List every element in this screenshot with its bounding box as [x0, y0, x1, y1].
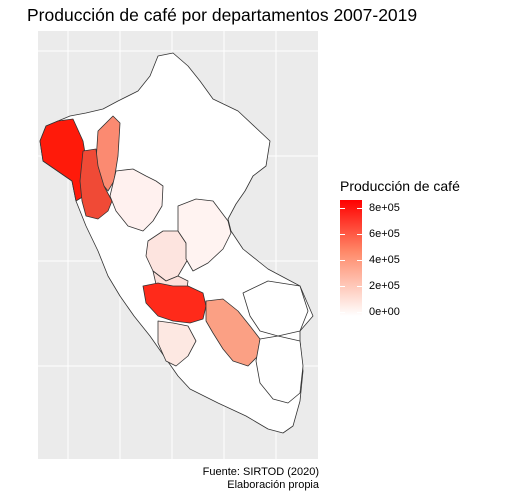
legend-tick — [357, 260, 362, 261]
legend-tick — [340, 208, 345, 209]
region-ayacucho — [157, 320, 197, 367]
legend-label-6e05: 6e+05 — [369, 228, 400, 240]
legend-label-0e00: 0e+00 — [369, 306, 400, 318]
legend-label-4e05: 4e+05 — [369, 254, 400, 266]
legend-tick — [357, 312, 362, 313]
legend-tick — [340, 286, 345, 287]
region-ucayali — [177, 198, 232, 272]
legend-tick — [340, 260, 345, 261]
region-madre-de-dios — [242, 280, 309, 337]
map-title: Producción de café por departamentos 200… — [27, 5, 418, 25]
region-san-martin — [109, 168, 164, 232]
region-puno — [255, 335, 304, 404]
caption-author: Elaboración propia — [227, 479, 319, 491]
legend-title: Producción de café — [340, 178, 460, 194]
region-piura — [39, 118, 89, 202]
region-cajamarca — [79, 148, 113, 220]
region-junin — [142, 282, 207, 324]
legend-label-8e05: 8e+05 — [369, 202, 400, 214]
legend-tick — [357, 208, 362, 209]
legend-tick — [357, 286, 362, 287]
legend-label-2e05: 2e+05 — [369, 280, 400, 292]
legend-tick — [340, 234, 345, 235]
region-huanuco — [145, 230, 189, 282]
legend-colorbar — [340, 200, 362, 316]
map-panel — [38, 31, 318, 459]
peru-map — [38, 31, 318, 459]
caption-source: Fuente: SIRTOD (2020) — [202, 466, 319, 478]
region-cusco — [205, 298, 261, 367]
legend-tick — [357, 234, 362, 235]
legend-tick — [340, 312, 345, 313]
